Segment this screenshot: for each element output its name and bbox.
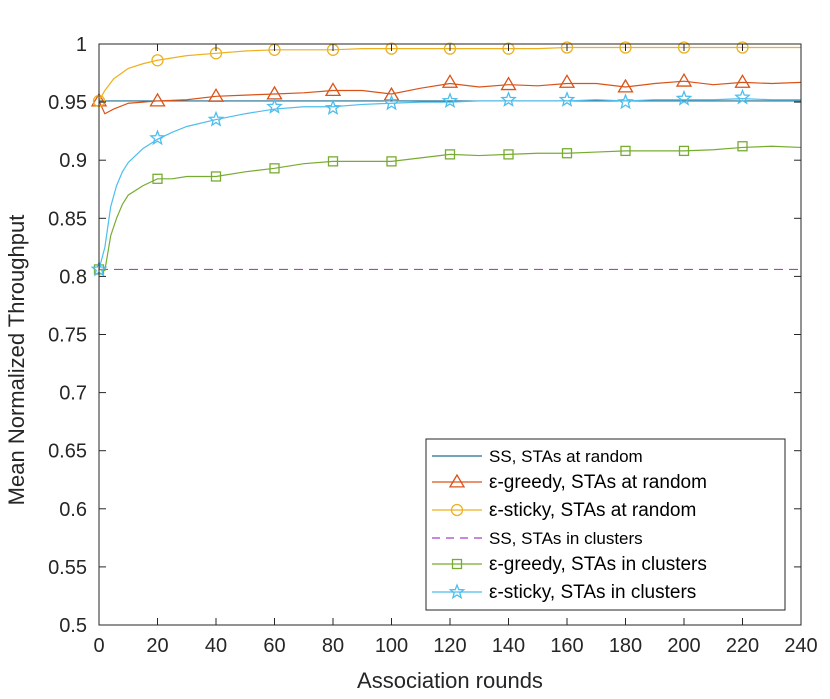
x-tick-label: 40: [205, 635, 227, 657]
data-point: [327, 156, 339, 167]
axis-layer: 0 20 40 60 80 100 120 140 160 180 200 220 240 0.5 0.55…: [48, 34, 818, 657]
legend-label: ε-greedy, STAs in clusters: [489, 554, 707, 575]
data-point: [441, 74, 459, 88]
series-epsilon-greedy-stas-at-random: [90, 72, 802, 115]
data-point: [502, 42, 515, 55]
data-point: [734, 74, 751, 88]
data-point: [620, 145, 631, 157]
legend-label: ε-sticky, STAs in clusters: [489, 582, 696, 603]
data-point: [560, 41, 574, 54]
y-tick-label: 1: [76, 34, 87, 56]
data-point: [500, 76, 517, 91]
x-tick-label: 20: [146, 635, 168, 657]
legend-swatch-marker: [448, 583, 466, 600]
data-point: [561, 148, 573, 159]
legend-item: SS, STAs in clusters: [432, 529, 643, 548]
x-tick-label: 180: [609, 635, 642, 657]
data-point: [386, 156, 397, 167]
data-point: [675, 72, 693, 87]
data-point: [558, 90, 576, 107]
x-tick-label: 100: [375, 635, 408, 657]
y-axis-title: Mean Normalized Throughput: [4, 215, 29, 506]
y-tick-label: 0.55: [48, 557, 87, 579]
x-tick-label: 60: [263, 635, 285, 657]
data-point: [734, 88, 751, 105]
legend-item: SS, STAs at random: [432, 447, 643, 466]
data-point: [737, 141, 748, 152]
x-tick-label: 160: [550, 635, 583, 657]
data-point: [617, 93, 634, 110]
data-point: [678, 145, 690, 157]
legend-label: SS, STAs in clusters: [489, 529, 643, 548]
legend-label: ε-greedy, STAs at random: [489, 472, 707, 493]
data-point: [266, 97, 283, 114]
x-axis-title: Association rounds: [357, 668, 543, 693]
y-tick-label: 0.75: [48, 325, 87, 347]
data-point: [152, 173, 163, 184]
data-point: [324, 82, 342, 97]
legend-swatch-marker: [448, 473, 466, 488]
y-tick-label: 0.95: [48, 92, 87, 114]
legend: SS, STAs at random ε-greedy, STAs at rand…: [425, 438, 786, 611]
series-line: [98, 145, 802, 272]
data-point: [444, 149, 456, 160]
data-point: [736, 41, 749, 54]
data-point: [269, 163, 280, 174]
legend-swatch-marker: [451, 558, 463, 570]
data-point: [503, 149, 514, 160]
legend-box: [425, 438, 786, 611]
data-point: [149, 92, 166, 107]
data-point: [441, 92, 459, 109]
y-tick-label: 0.9: [59, 150, 87, 172]
legend-item: ε-greedy, STAs at random: [432, 472, 707, 493]
y-tick-label: 0.85: [48, 208, 87, 230]
data-point: [324, 99, 342, 116]
data-point: [675, 89, 693, 106]
x-tick-label: 80: [322, 635, 344, 657]
series-epsilon-greedy-stas-in-clusters: [93, 141, 802, 275]
y-tick-label: 0.65: [48, 441, 87, 463]
legend-label: SS, STAs at random: [489, 447, 643, 466]
y-tick-label: 0.8: [59, 266, 87, 288]
y-tick-label: 0.7: [59, 383, 87, 405]
data-point: [210, 171, 222, 182]
data-point: [443, 42, 457, 55]
data-point: [558, 74, 576, 88]
x-tick-label: 0: [93, 635, 104, 657]
legend-swatch-marker: [450, 503, 464, 517]
data-point: [500, 90, 517, 107]
data-point: [151, 54, 164, 67]
data-point: [619, 41, 632, 54]
data-point: [677, 41, 691, 54]
x-tick-label: 220: [726, 635, 759, 657]
data-point: [207, 88, 225, 102]
x-tick-label: 140: [492, 635, 525, 657]
data-point: [617, 78, 634, 93]
legend-item: ε-sticky, STAs in clusters: [432, 582, 696, 603]
data-point: [385, 42, 398, 55]
x-tick-label: 240: [784, 635, 817, 657]
series-line: [98, 80, 802, 115]
legend-label: ε-sticky, STAs at random: [489, 500, 696, 521]
y-tick-label: 0.5: [59, 615, 87, 637]
data-point: [149, 129, 166, 146]
series-epsilon-sticky-stas-in-clusters: [90, 88, 801, 277]
series-line: [98, 46, 801, 102]
data-point: [207, 110, 225, 127]
legend-item: ε-greedy, STAs in clusters: [432, 554, 707, 575]
x-tick-label: 200: [667, 635, 700, 657]
series-line: [98, 98, 801, 270]
data-point: [383, 94, 400, 111]
y-tick-label: 0.6: [59, 499, 87, 521]
data-point: [383, 86, 400, 101]
legend-item: ε-sticky, STAs at random: [432, 500, 696, 521]
x-tick-label: 120: [433, 635, 466, 657]
